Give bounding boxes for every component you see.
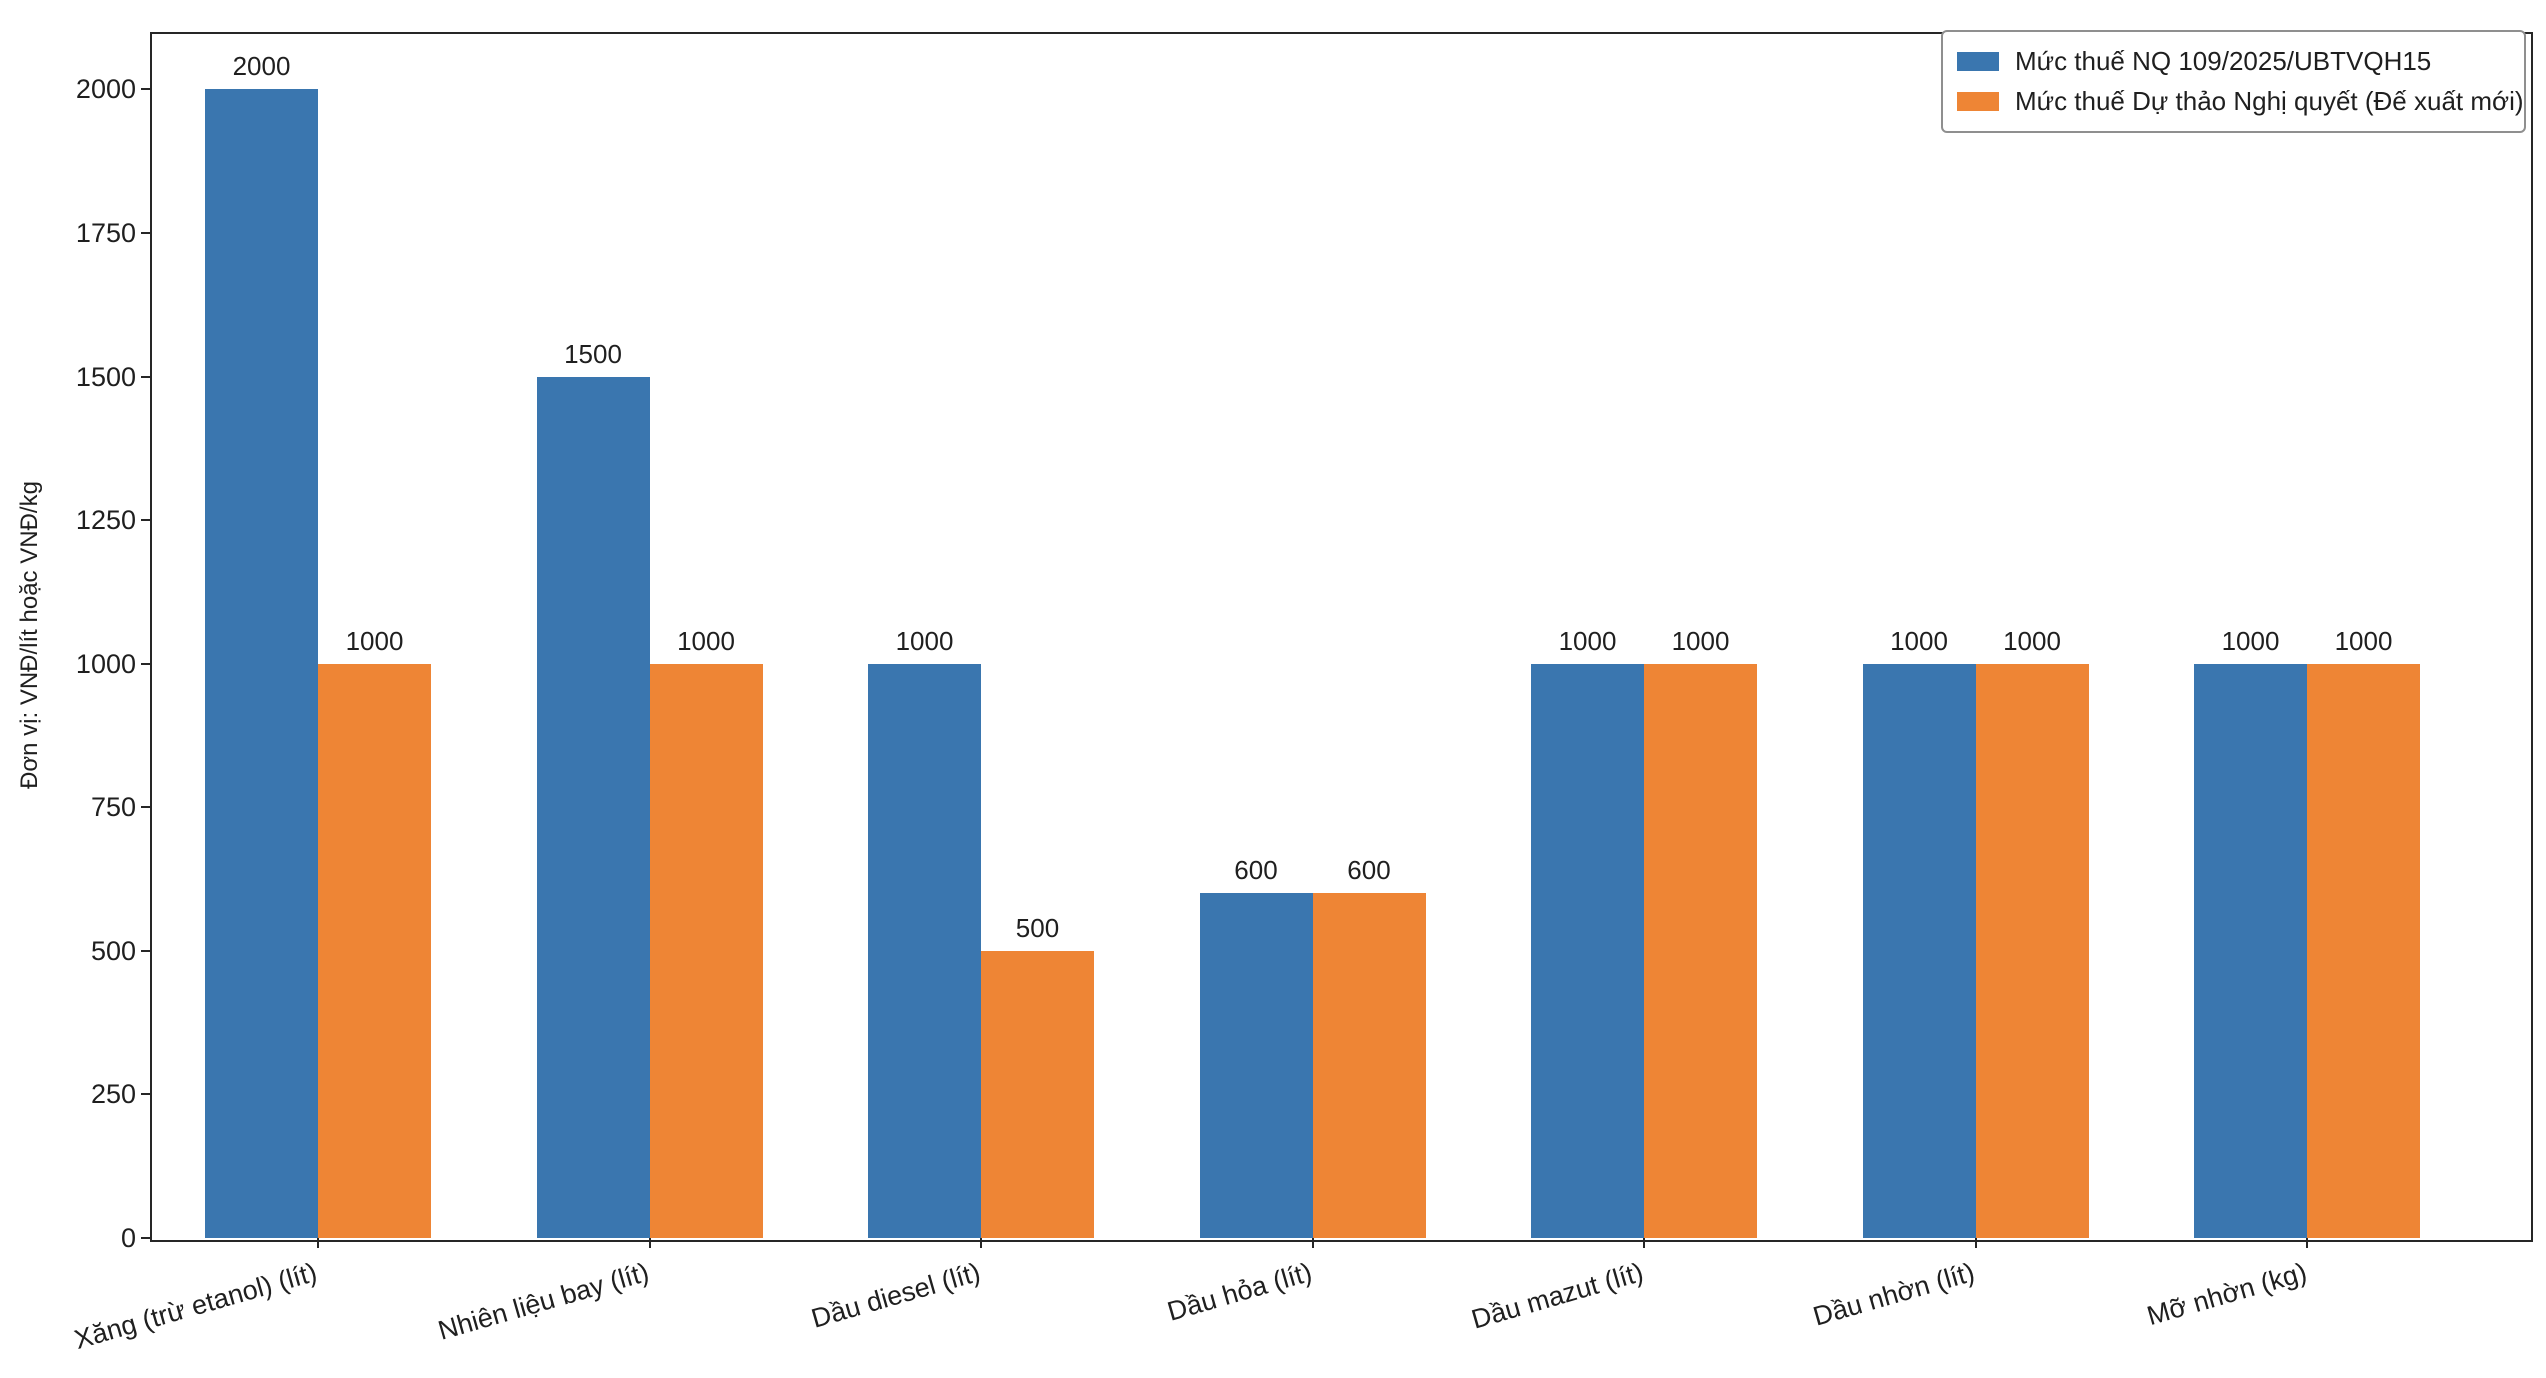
y-tick-label: 750 [90, 792, 136, 823]
y-tick-mark [141, 232, 150, 234]
bar-value-label: 1000 [2003, 625, 2061, 656]
x-tick-mark [1974, 1238, 1977, 1248]
bar-value-label: 1000 [1671, 625, 1730, 656]
y-tick-label: 2000 [75, 74, 136, 105]
x-tick-mark [1311, 1238, 1314, 1248]
bar [318, 663, 431, 1238]
x-tick-label: Dầu nhờn (lít) [1809, 1256, 1979, 1332]
y-tick-mark [141, 375, 150, 378]
y-tick-label: 1750 [75, 218, 136, 248]
bar [868, 663, 981, 1238]
legend-entry-series-2: Mức thuế Dự thảo Nghị quyết (Đế xuất mới… [1957, 86, 2524, 117]
y-tick-mark [141, 519, 150, 522]
x-tick-label: Dầu mazut (lít) [1468, 1256, 1647, 1335]
bar-value-label: 500 [1015, 912, 1060, 943]
x-tick-mark [1643, 1238, 1645, 1248]
x-tick-label: Dầu diesel (lít) [807, 1256, 984, 1334]
x-tick-mark [2306, 1238, 2308, 1248]
bar [1531, 663, 1644, 1238]
y-tick-mark [141, 806, 150, 809]
bar [205, 89, 318, 1238]
y-tick-label: 1250 [75, 505, 136, 536]
x-tick-mark [980, 1238, 982, 1248]
bar [649, 663, 763, 1238]
x-tick-label: Xăng (trừ etanol) (lít) [71, 1256, 321, 1355]
bar [2194, 663, 2307, 1238]
bar [1312, 893, 1426, 1238]
y-tick-mark [141, 1093, 150, 1096]
x-tick-label: Nhiên liệu bay (lít) [434, 1256, 653, 1346]
bar-value-label: 1000 [895, 625, 954, 656]
legend-label: Mức thuế NQ 109/2025/UBTVQH15 [2015, 46, 2432, 77]
legend-swatch-blue [1957, 52, 1999, 72]
bar-value-label: 600 [1234, 855, 1278, 886]
y-tick-mark [141, 1237, 150, 1239]
x-tick-label: Mỡ nhờn (kg) [2143, 1256, 2310, 1332]
bar-value-label: 600 [1347, 855, 1391, 886]
bar-value-label: 1500 [564, 338, 622, 369]
y-tick-label: 1500 [75, 361, 136, 392]
legend-swatch-orange [1957, 91, 1999, 111]
y-tick-label: 500 [90, 935, 136, 966]
x-tick-mark [317, 1238, 319, 1248]
bar [536, 376, 650, 1238]
y-tick-mark [141, 662, 150, 665]
bar-value-label: 2000 [232, 51, 291, 82]
y-tick-label: 0 [120, 1223, 136, 1253]
bar-value-label: 1000 [2334, 625, 2393, 656]
x-tick-mark [648, 1238, 651, 1248]
bar-value-label: 1000 [677, 625, 735, 656]
bar [1975, 663, 2089, 1238]
bar-value-label: 1000 [1558, 625, 1617, 656]
bar [1199, 893, 1313, 1238]
x-tick-label: Dầu hỏa (lít) [1163, 1256, 1316, 1327]
bar-value-label: 1000 [345, 625, 404, 656]
legend-entry-series-1: Mức thuế NQ 109/2025/UBTVQH15 [1957, 46, 2510, 77]
bar-value-label: 1000 [2221, 625, 2280, 656]
y-tick-label: 250 [90, 1079, 136, 1110]
bar-value-label: 1000 [1890, 625, 1948, 656]
legend: Mức thuế NQ 109/2025/UBTVQH15 Mức thuế D… [1941, 30, 2526, 133]
y-tick-mark [141, 949, 150, 952]
bar [2307, 663, 2420, 1238]
y-tick-label: 1000 [75, 648, 136, 679]
bar [1644, 663, 1757, 1238]
legend-label: Mức thuế Dự thảo Nghị quyết (Đế xuất mới… [2015, 85, 2524, 116]
bar [1862, 663, 1976, 1238]
y-tick-mark [141, 88, 150, 91]
bar [981, 950, 1094, 1238]
